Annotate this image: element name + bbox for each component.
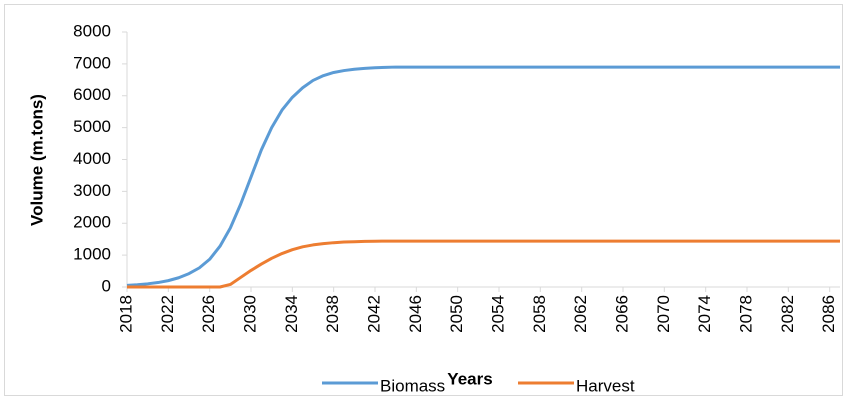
legend-label: Biomass: [380, 376, 445, 395]
x-tick-label: 2058: [530, 295, 549, 333]
y-axis-label: Volume (m.tons): [27, 94, 46, 226]
x-tick-label: 2018: [116, 295, 135, 333]
x-tick-label: 2026: [199, 295, 218, 333]
x-tick-label: 2062: [571, 295, 590, 333]
y-tick-label: 4000: [73, 149, 111, 168]
y-tick-label: 3000: [73, 181, 111, 200]
y-tick-label: 7000: [73, 53, 111, 72]
x-tick-label: 2046: [406, 295, 425, 333]
x-tick-label: 2030: [240, 295, 259, 333]
x-tick-label: 2086: [819, 295, 838, 333]
y-tick-label: 2000: [73, 213, 111, 232]
x-tick-label: 2042: [364, 295, 383, 333]
y-tick-label: 8000: [73, 21, 111, 40]
y-tick-label: 1000: [73, 245, 111, 264]
x-tick-label: 2054: [488, 295, 507, 333]
x-tick-label: 2078: [736, 295, 755, 333]
x-tick-label: 2082: [778, 295, 797, 333]
line-series: [127, 239, 840, 289]
legend-label: Harvest: [576, 376, 635, 395]
x-tick-label: 2074: [695, 295, 714, 333]
y-tick-label: 5000: [73, 117, 111, 136]
line-series: [126, 65, 840, 287]
x-tick-label: 2038: [323, 295, 342, 333]
x-tick-label: 2034: [282, 295, 301, 333]
y-tick-label: 0: [102, 276, 111, 295]
y-tick-label: 6000: [73, 85, 111, 104]
chart-border: [4, 4, 843, 396]
x-axis-label: Years: [447, 369, 492, 388]
x-tick-label: 2022: [158, 295, 177, 333]
x-tick-label: 2050: [447, 295, 466, 333]
x-tick-label: 2066: [612, 295, 631, 333]
x-tick-label: 2070: [654, 295, 673, 333]
